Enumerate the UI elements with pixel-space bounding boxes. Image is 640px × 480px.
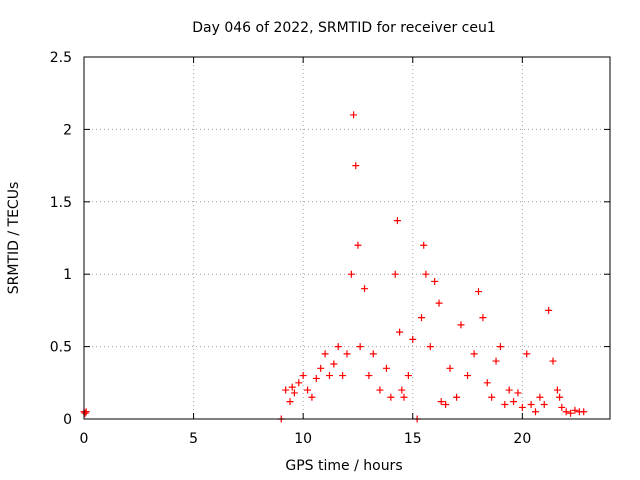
data-point: [496, 343, 504, 351]
data-point: [437, 398, 445, 406]
data-point: [505, 386, 513, 394]
data-point: [580, 408, 588, 416]
data-point: [510, 398, 518, 406]
data-point: [308, 393, 316, 401]
data-point: [295, 379, 303, 387]
data-point: [523, 350, 531, 358]
data-point: [483, 379, 491, 387]
data-point: [343, 350, 351, 358]
data-point: [501, 401, 509, 409]
data-point: [492, 357, 500, 365]
data-point: [527, 401, 535, 409]
data-point: [540, 401, 548, 409]
data-point: [558, 403, 566, 411]
data-point: [334, 343, 342, 351]
data-point: [488, 393, 496, 401]
data-point: [475, 288, 482, 296]
data-point: [514, 389, 522, 397]
x-tick-label: 10: [294, 431, 312, 447]
data-point: [352, 162, 360, 170]
data-point: [325, 372, 333, 380]
data-point: [391, 270, 399, 278]
data-point: [404, 372, 412, 380]
data-point: [409, 335, 417, 343]
axis-ticks: 0 0.5 1 1.5 2 2.5 0 5 10 15 20: [50, 50, 610, 447]
data-point: [442, 401, 450, 409]
x-tick-label: 0: [80, 431, 89, 447]
data-point: [361, 285, 369, 293]
grid-lines: [84, 57, 610, 419]
data-point: [420, 241, 428, 249]
data-point: [518, 403, 526, 411]
data-point: [81, 409, 89, 417]
data-point: [304, 386, 312, 394]
data-point: [356, 343, 364, 351]
data-point: [365, 372, 373, 380]
data-point: [312, 374, 320, 382]
y-tick-label: 0: [63, 412, 72, 428]
data-point: [321, 350, 329, 358]
data-point: [393, 217, 401, 225]
data-point: [347, 270, 355, 278]
data-point: [549, 357, 557, 365]
x-tick-label: 5: [189, 431, 198, 447]
data-point: [446, 364, 454, 372]
data-point: [354, 241, 362, 249]
data-point: [396, 328, 404, 336]
data-point: [464, 372, 472, 380]
data-point: [299, 372, 307, 380]
data-point: [350, 111, 358, 119]
data-point: [545, 306, 553, 314]
data-point: [398, 386, 406, 394]
data-point: [435, 299, 443, 307]
y-tick-label: 1.5: [50, 195, 72, 211]
data-point: [431, 277, 439, 285]
data-point: [400, 393, 408, 401]
data-point: [479, 314, 487, 322]
data-point: [562, 408, 570, 416]
data-point: [387, 393, 395, 401]
y-tick-label: 1: [63, 267, 72, 283]
data-point: [553, 386, 561, 394]
data-point: [571, 406, 579, 414]
series-srmtid: [80, 111, 588, 423]
data-point: [453, 393, 461, 401]
chart-title: Day 046 of 2022, SRMTID for receiver ceu…: [192, 20, 496, 36]
data-point: [369, 350, 377, 358]
data-point: [470, 350, 478, 358]
data-point: [531, 408, 539, 416]
data-point: [422, 270, 430, 278]
y-tick-label: 2.5: [50, 50, 72, 66]
data-point: [556, 393, 564, 401]
data-point: [339, 372, 347, 380]
x-axis-label: GPS time / hours: [285, 458, 402, 474]
data-point: [536, 393, 544, 401]
y-tick-label: 2: [63, 122, 72, 138]
data-point: [330, 360, 338, 368]
x-tick-label: 20: [513, 431, 531, 447]
data-point: [567, 409, 575, 417]
data-point: [376, 386, 384, 394]
x-tick-label: 15: [404, 431, 422, 447]
data-point: [426, 343, 434, 351]
data-point: [288, 383, 296, 391]
y-tick-label: 0.5: [50, 340, 72, 356]
data-point: [457, 321, 465, 329]
data-point: [382, 364, 390, 372]
data-point: [282, 386, 290, 394]
plot-frame: [83, 56, 611, 420]
data-series: [80, 111, 588, 423]
data-point: [290, 389, 298, 397]
data-point: [418, 314, 426, 322]
data-point: [317, 364, 325, 372]
data-point: [286, 398, 294, 406]
y-axis-label: SRMTID / TECUs: [6, 182, 22, 295]
